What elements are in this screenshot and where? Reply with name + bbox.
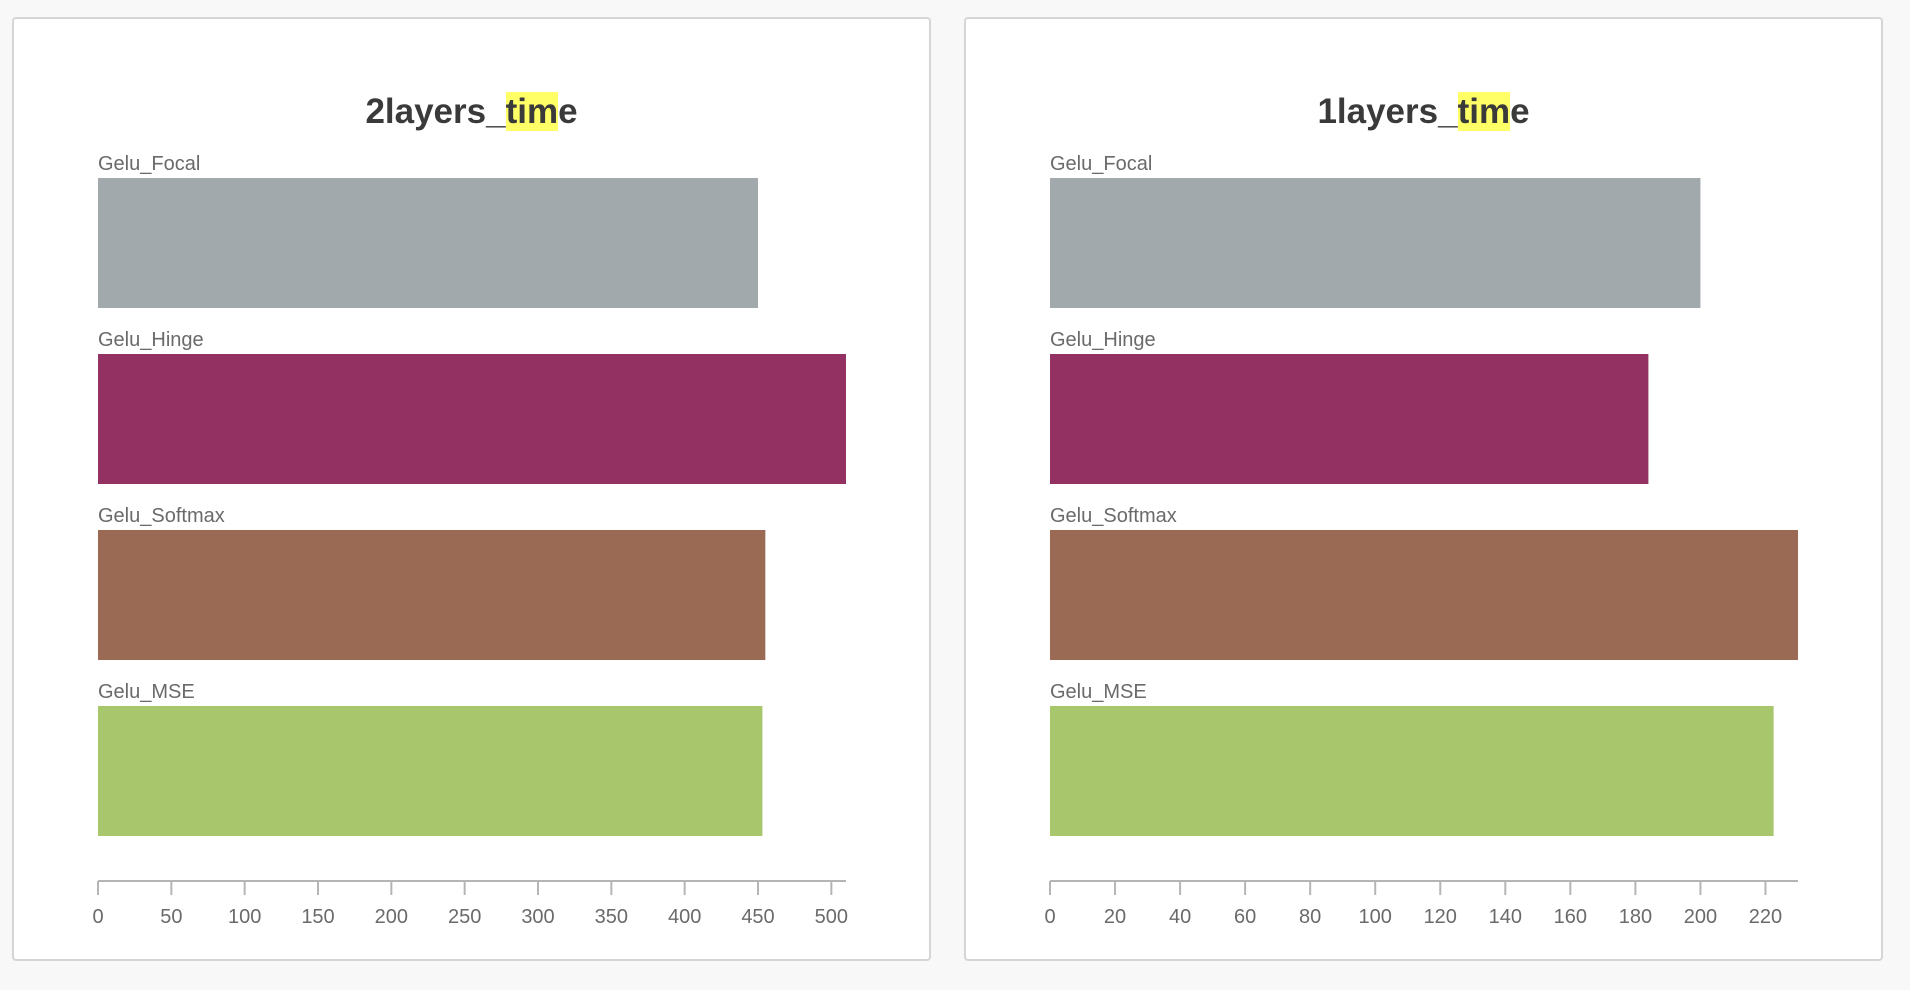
x-tick-label: 40	[1169, 906, 1191, 928]
chart-title: 2layers_time	[14, 90, 929, 134]
category-label: Gelu_Hinge	[98, 329, 204, 351]
x-tick-label: 180	[1619, 906, 1652, 928]
x-tick-label: 80	[1299, 906, 1321, 928]
category-label: Gelu_Focal	[98, 153, 200, 175]
category-label: Gelu_Softmax	[1050, 505, 1177, 527]
chart-title-suffix: e	[558, 92, 578, 131]
x-tick-label: 200	[1684, 906, 1717, 928]
x-tick-label: 20	[1104, 906, 1126, 928]
bar-chart-1layers-time: Gelu_Focal Gelu_Hinge Gelu_Softmax Gelu_MSE…	[1044, 153, 1798, 928]
chart-title-search-highlight: tim	[1457, 92, 1511, 131]
category-label: Gelu_Softmax	[98, 505, 225, 527]
x-tick-label: 50	[160, 906, 182, 928]
category-label: Gelu_Focal	[1050, 153, 1152, 175]
chart-title-prefix: 2layers_	[365, 92, 506, 131]
chart-title-suffix: e	[1510, 92, 1530, 131]
x-tick-label: 250	[448, 906, 481, 928]
x-tick-label: 0	[92, 906, 103, 928]
bar-gelu-focal	[1050, 178, 1701, 308]
x-tick-label: 100	[1359, 906, 1392, 928]
x-tick-label: 400	[668, 906, 701, 928]
x-tick-label: 220	[1749, 906, 1782, 928]
x-tick-label: 160	[1554, 906, 1587, 928]
x-tick-label: 100	[228, 906, 261, 928]
chart-panel-1layers-time: 1layers_time Gelu_Focal Gelu_Hinge Gelu_So…	[964, 17, 1883, 961]
bar-gelu-softmax	[98, 530, 766, 660]
x-tick-label: 300	[521, 906, 554, 928]
chart-title-search-highlight: tim	[505, 92, 559, 131]
bar-gelu-mse	[98, 706, 763, 836]
bar-gelu-hinge	[98, 354, 846, 484]
x-tick-label: 350	[595, 906, 628, 928]
bar-gelu-softmax	[1050, 530, 1798, 660]
x-tick-label: 450	[741, 906, 774, 928]
bar-gelu-hinge	[1050, 354, 1649, 484]
x-tick-label: 150	[301, 906, 334, 928]
x-tick-label: 200	[375, 906, 408, 928]
category-label: Gelu_MSE	[1050, 681, 1147, 703]
chart-panel-2layers-time: 2layers_time Gelu_Focal Gelu_Hinge Gelu_So…	[12, 17, 931, 961]
x-tick-label: 140	[1489, 906, 1522, 928]
chart-title-prefix: 1layers_	[1317, 92, 1458, 131]
chart-title: 1layers_time	[966, 90, 1881, 134]
bar-gelu-mse	[1050, 706, 1774, 836]
x-tick-label: 60	[1234, 906, 1256, 928]
bar-gelu-focal	[98, 178, 758, 308]
category-label: Gelu_MSE	[98, 681, 195, 703]
category-label: Gelu_Hinge	[1050, 329, 1156, 351]
x-tick-label: 120	[1424, 906, 1457, 928]
x-tick-label: 500	[815, 906, 848, 928]
x-tick-label: 0	[1044, 906, 1055, 928]
bar-chart-2layers-time: Gelu_Focal Gelu_Hinge Gelu_Softmax Gelu_MSE…	[92, 153, 848, 928]
